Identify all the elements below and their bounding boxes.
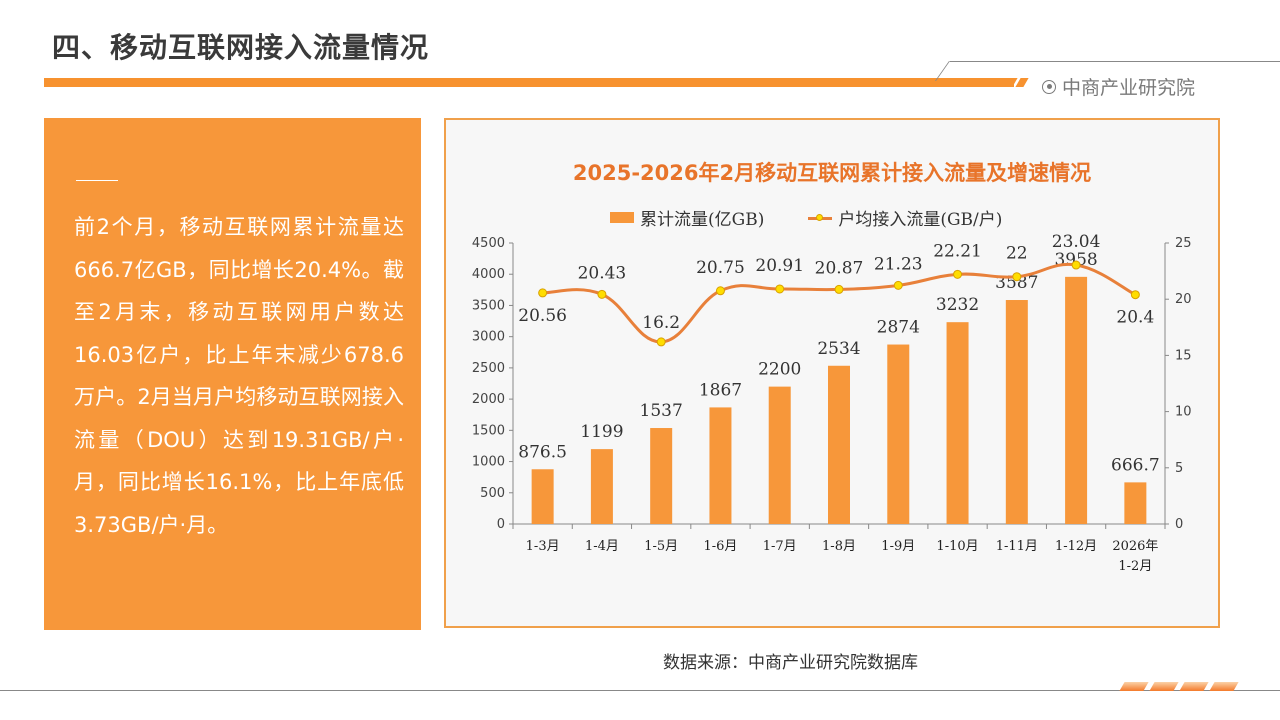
y-left-tick-label: 4000 (472, 267, 505, 282)
y-right-tick-label: 25 (1175, 236, 1192, 251)
divider-line (950, 61, 1280, 62)
bar (650, 428, 673, 524)
page-title: 四、移动互联网接入流量情况 (52, 31, 430, 64)
line-marker (893, 280, 903, 290)
y-left-tick-label: 1500 (472, 423, 505, 438)
y-right-tick-label: 0 (1175, 517, 1183, 532)
bar-data-label: 666.7 (1111, 455, 1160, 475)
summary-panel: 前2个月，移动互联网累计流量达666.7亿GB，同比增长20.4%。截至2月末，… (44, 118, 421, 630)
x-category-label: 1-2月 (1118, 559, 1152, 574)
x-category-label: 2026年 (1112, 539, 1158, 554)
bar (828, 365, 850, 524)
x-category-label: 1-8月 (822, 539, 856, 554)
line-data-label: 20.75 (696, 258, 745, 278)
line-marker (538, 288, 548, 298)
line-marker (656, 337, 666, 347)
line-data-label: 22 (1006, 244, 1028, 264)
y-right-tick-label: 15 (1175, 348, 1192, 363)
line-data-label: 23.04 (1052, 232, 1101, 252)
summary-text: 前2个月，移动互联网累计流量达666.7亿GB，同比增长20.4%。截至2月末，… (74, 215, 404, 537)
y-right-tick-label: 20 (1175, 292, 1192, 307)
bar (531, 469, 554, 524)
y-right-tick-label: 10 (1175, 405, 1192, 420)
data-source: 数据来源：中商产业研究院数据库 (663, 653, 918, 673)
bar-data-label: 1199 (580, 422, 623, 442)
line-marker (1071, 260, 1081, 270)
y-left-tick-label: 2000 (472, 392, 505, 407)
bar (1005, 300, 1028, 524)
x-category-label: 1-10月 (936, 539, 978, 554)
line-marker (953, 269, 963, 279)
bar-data-label: 876.5 (518, 442, 567, 462)
chart-title: 2025-2026年2月移动互联网累计接入流量及增速情况 (572, 161, 1092, 185)
x-category-label: 1-3月 (526, 539, 560, 554)
line-data-label: 20.56 (518, 306, 567, 326)
target-icon (1042, 79, 1056, 94)
panel-dash (76, 180, 118, 181)
legend-label: 户均接入流量(GB/户) (838, 210, 1003, 230)
line-data-label: 20.43 (578, 263, 627, 283)
x-category-label: 1-4月 (585, 539, 619, 554)
line-data-label: 21.23 (874, 254, 923, 274)
y-left-tick-label: 3500 (472, 298, 505, 313)
bar-data-label: 2534 (817, 339, 860, 359)
y-left-tick-label: 500 (480, 486, 505, 501)
bar (709, 407, 732, 524)
legend-line-swatch-icon (808, 212, 833, 223)
brand-logo: 中商产业研究院 (1042, 73, 1195, 100)
line-marker (775, 284, 785, 294)
y-left-tick-label: 4500 (472, 236, 505, 251)
x-category-label: 1-12月 (1055, 539, 1097, 554)
legend-bar-swatch-icon (610, 212, 634, 223)
line-marker (834, 284, 844, 294)
line-data-label: 16.2 (642, 313, 680, 333)
line-marker (715, 286, 725, 296)
brand-name: 中商产业研究院 (1062, 77, 1196, 99)
y-left-tick-label: 3000 (472, 330, 505, 345)
legend-item-bar: 累计流量(亿GB) (610, 205, 764, 230)
x-category-label: 1-9月 (881, 539, 915, 554)
footer-divider (0, 690, 1280, 691)
line-marker (1012, 272, 1022, 282)
y-left-tick-label: 2500 (472, 361, 505, 376)
bar-data-label: 2200 (758, 360, 801, 380)
line-data-label: 20.91 (755, 256, 804, 276)
x-category-label: 1-5月 (644, 539, 678, 554)
x-category-label: 1-11月 (996, 539, 1038, 554)
bar (887, 344, 910, 524)
line-data-label: 20.87 (815, 258, 864, 278)
bar (768, 386, 791, 524)
bar (1124, 482, 1147, 524)
line-marker (1130, 290, 1140, 300)
bar-data-label: 1867 (699, 380, 742, 400)
chart-legend: 累计流量(亿GB) 户均接入流量(GB/户) (610, 205, 1002, 230)
legend-label: 累计流量(亿GB) (640, 210, 765, 230)
bar-data-label: 3232 (936, 295, 979, 315)
x-category-label: 1-7月 (763, 539, 797, 554)
bar-data-label: 2874 (877, 318, 920, 338)
title-underline-bar (44, 78, 1014, 87)
y-left-tick-label: 1000 (472, 455, 505, 470)
bar-data-label: 1537 (640, 401, 683, 421)
line-data-label: 22.21 (933, 241, 982, 261)
line-marker (597, 289, 607, 299)
bar (1065, 276, 1088, 524)
y-right-tick-label: 5 (1175, 461, 1183, 476)
y-left-tick-label: 0 (497, 517, 505, 532)
bar (946, 322, 969, 524)
legend-item-line: 户均接入流量(GB/户) (808, 205, 1002, 230)
line-data-label: 20.4 (1116, 308, 1154, 328)
bar (590, 449, 613, 524)
x-category-label: 1-6月 (703, 539, 737, 554)
